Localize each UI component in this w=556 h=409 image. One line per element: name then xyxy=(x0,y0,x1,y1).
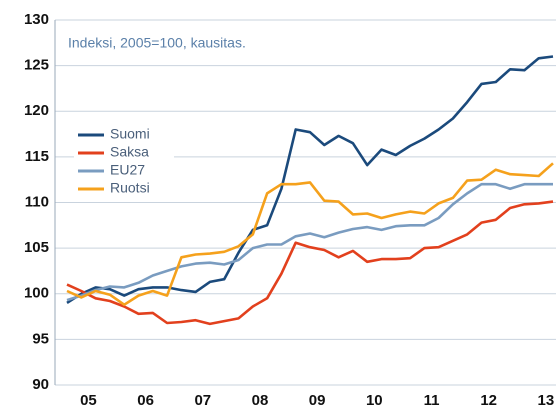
x-tick-label: 07 xyxy=(194,392,211,409)
annotation: Indeksi, 2005=100, kausitas. xyxy=(68,35,246,51)
x-tick-label: 13 xyxy=(538,392,555,409)
y-tick-label: 125 xyxy=(24,57,49,74)
y-tick-label: 130 xyxy=(24,11,49,28)
series-line xyxy=(66,162,554,306)
x-tick-label: 06 xyxy=(137,392,154,409)
x-tick-label: 10 xyxy=(366,392,383,409)
y-tick-label: 100 xyxy=(24,285,49,302)
y-tick-label: 95 xyxy=(32,330,49,347)
y-tick-label: 115 xyxy=(25,148,49,165)
y-tick-label: 120 xyxy=(24,102,49,119)
series-line xyxy=(66,200,554,326)
y-tick-label: 90 xyxy=(32,376,49,393)
series-line xyxy=(66,55,554,304)
legend-label: EU27 xyxy=(110,162,145,178)
x-tick-label: 09 xyxy=(309,392,326,409)
x-tick-label: 05 xyxy=(80,392,97,409)
x-tick-label: 12 xyxy=(480,392,497,409)
y-tick-label: 110 xyxy=(25,193,49,210)
x-tick-label: 11 xyxy=(424,392,440,409)
legend-label: Saksa xyxy=(110,144,149,160)
legend-label: Suomi xyxy=(110,126,150,142)
series-line xyxy=(66,182,553,302)
legend-label: Ruotsi xyxy=(110,180,150,196)
x-tick-label: 08 xyxy=(252,392,269,409)
y-tick-label: 105 xyxy=(24,239,49,256)
